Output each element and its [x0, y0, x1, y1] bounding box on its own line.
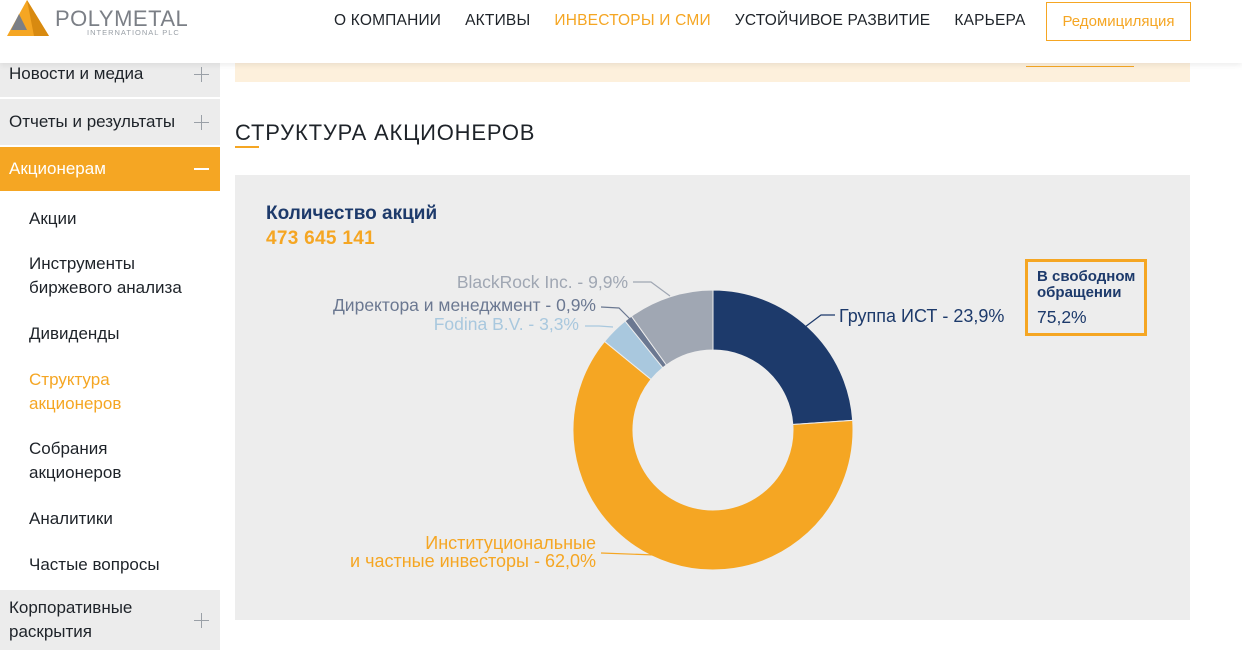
slice-label: Институциональные: [425, 533, 596, 553]
slice-label: Fodina B.V. - 3,3%: [434, 314, 579, 334]
leader-line: [633, 281, 671, 297]
redomiciliation-button[interactable]: Редомициляция: [1046, 2, 1191, 41]
sidebar-item-reports[interactable]: Отчеты и результаты: [0, 99, 220, 147]
sidebar-sub-shareholder-structure[interactable]: Структура акционеров: [29, 370, 122, 413]
leader-line: [804, 314, 835, 328]
banner-link-underline: [1026, 66, 1134, 67]
sidebar-item-label: Новости и медиа: [9, 64, 144, 83]
nav-investors[interactable]: ИНВЕСТОРЫ И СМИ: [554, 12, 711, 29]
plus-icon[interactable]: [194, 115, 209, 130]
free-float-label: В свободном обращении: [1037, 268, 1136, 301]
slice-label: Группа ИСТ - 23,9%: [839, 306, 1004, 326]
sidebar-sub-faq[interactable]: Частые вопросы: [29, 555, 160, 574]
sidebar-sub-shareholder-meetings[interactable]: Собрания акционеров: [29, 439, 122, 482]
leader-line: [585, 325, 614, 328]
logo[interactable]: POLYMETAL INTERNATIONAL PLC: [7, 0, 188, 40]
free-float-value: 75,2%: [1037, 307, 1087, 327]
donut-slice[interactable]: [630, 289, 714, 366]
leader-line: [600, 306, 634, 323]
slice-label: BlackRock Inc. - 9,9%: [457, 272, 628, 292]
logo-subtext: INTERNATIONAL PLC: [87, 28, 180, 37]
sidebar-sub-shares[interactable]: Акции: [29, 209, 77, 228]
plus-icon[interactable]: [194, 67, 209, 82]
sidebar: Новости и медиа Отчеты и результаты Акци…: [0, 51, 220, 652]
slice-label: Директора и менеджмент - 0,9%: [333, 295, 596, 315]
site-header: POLYMETAL INTERNATIONAL PLC О КОМПАНИИ А…: [0, 0, 1242, 63]
minus-icon[interactable]: [194, 168, 209, 170]
title-underline: [235, 146, 259, 148]
sidebar-item-label: Отчеты и результаты: [9, 112, 176, 131]
main-nav: О КОМПАНИИ АКТИВЫ ИНВЕСТОРЫ И СМИ УСТОЙЧ…: [334, 12, 1038, 30]
free-float-box: В свободном обращении 75,2%: [1025, 259, 1147, 336]
sidebar-sub-market-tools[interactable]: Инструменты биржевого анализа: [29, 254, 182, 297]
logo-triangle-icon: [7, 0, 49, 36]
nav-sustainability[interactable]: УСТОЙЧИВОЕ РАЗВИТИЕ: [734, 12, 931, 29]
nav-assets[interactable]: АКТИВЫ: [465, 12, 531, 29]
sidebar-item-corporate-disclosures[interactable]: Корпоративные раскрытия: [0, 590, 220, 652]
logo-text: POLYMETAL: [55, 6, 189, 31]
sidebar-item-label: Акционерам: [9, 159, 106, 178]
page-title: СТРУКТУРА АКЦИОНЕРОВ: [235, 120, 536, 145]
sidebar-item-shareholders[interactable]: Акционерам: [0, 147, 220, 193]
leader-line: [600, 552, 676, 563]
sidebar-sub-dividends[interactable]: Дивиденды: [29, 324, 120, 343]
nav-careers[interactable]: КАРЬЕРА: [954, 12, 1026, 29]
sidebar-sub-analysts[interactable]: Аналитики: [29, 509, 113, 528]
shares-count-value: 473 645 141: [266, 228, 375, 249]
plus-icon[interactable]: [194, 613, 209, 628]
sidebar-item-label: Корпоративные раскрытия: [9, 598, 133, 641]
nav-about[interactable]: О КОМПАНИИ: [334, 12, 442, 29]
donut-slice[interactable]: [572, 340, 854, 571]
slice-label: и частные инвесторы - 62,0%: [350, 551, 596, 571]
donut-slice[interactable]: [712, 289, 854, 426]
shares-count-label: Количество акций: [266, 203, 438, 224]
